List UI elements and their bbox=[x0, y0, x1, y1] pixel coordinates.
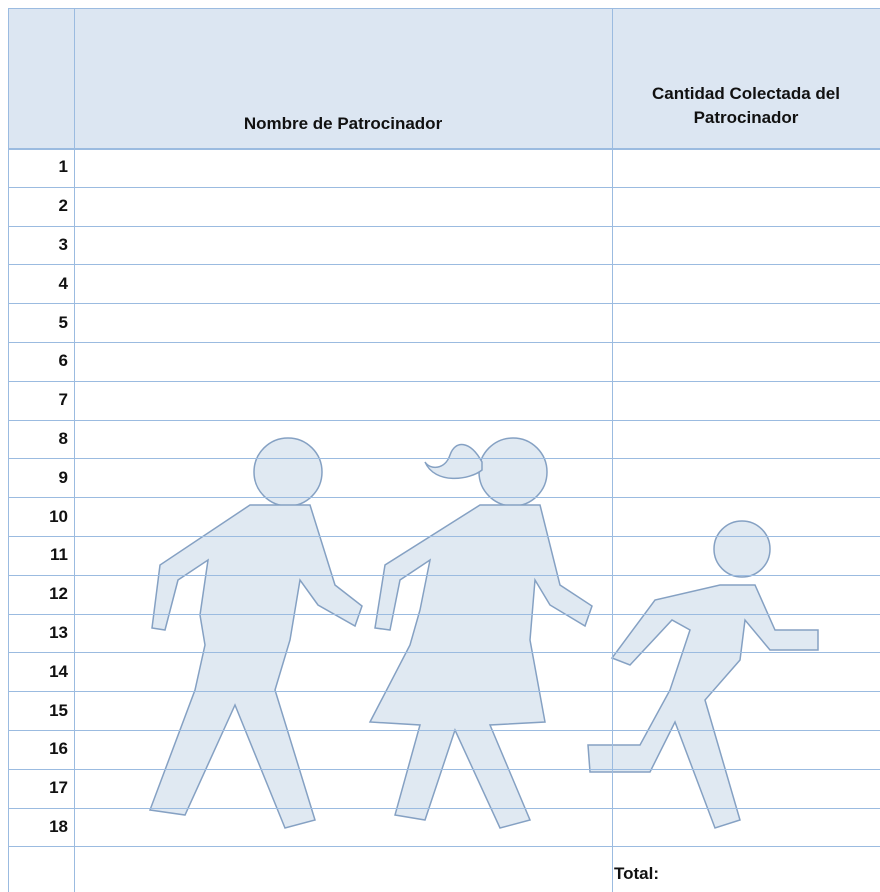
row-line bbox=[8, 574, 880, 576]
row-number: 11 bbox=[50, 545, 68, 565]
row-line bbox=[8, 225, 880, 227]
row-line bbox=[8, 186, 880, 188]
row-number: 14 bbox=[49, 661, 68, 681]
row-line bbox=[8, 380, 880, 382]
row-line bbox=[8, 342, 880, 343]
column-line bbox=[612, 8, 613, 892]
row-line bbox=[8, 148, 880, 150]
row-number: 9 bbox=[58, 467, 68, 487]
row-number: 12 bbox=[49, 584, 68, 604]
row-number: 1 bbox=[58, 157, 68, 177]
row-number: 5 bbox=[58, 312, 68, 332]
column-header: Cantidad Colectada del Patrocinador bbox=[652, 84, 840, 127]
header-band bbox=[8, 8, 880, 148]
column-line bbox=[8, 8, 9, 892]
row-line bbox=[8, 768, 880, 770]
row-line bbox=[8, 691, 880, 693]
row-number: 6 bbox=[58, 351, 68, 371]
row-line bbox=[8, 730, 880, 731]
row-line bbox=[8, 613, 880, 615]
row-number: 17 bbox=[49, 778, 68, 798]
row-number: 8 bbox=[58, 428, 68, 448]
row-number: 15 bbox=[49, 700, 68, 720]
row-line bbox=[8, 497, 880, 499]
row-number: 2 bbox=[58, 196, 68, 216]
row-line bbox=[8, 419, 880, 421]
row-number: 3 bbox=[58, 234, 68, 254]
border-line bbox=[8, 8, 880, 9]
column-line bbox=[74, 8, 75, 892]
row-line bbox=[8, 264, 880, 266]
row-number: 18 bbox=[49, 816, 68, 836]
row-number: 10 bbox=[49, 506, 68, 526]
row-line bbox=[8, 652, 880, 654]
row-line bbox=[8, 807, 880, 809]
row-number: 7 bbox=[58, 390, 68, 410]
row-number: 16 bbox=[49, 739, 68, 759]
column-header: Nombre de Patrocinador bbox=[243, 114, 443, 133]
row-line bbox=[8, 846, 880, 848]
total-label: Total: bbox=[614, 864, 660, 883]
row-line bbox=[8, 458, 880, 460]
row-number: 13 bbox=[49, 622, 68, 642]
row-line bbox=[8, 536, 880, 537]
row-line bbox=[8, 303, 880, 305]
row-number: 4 bbox=[58, 273, 68, 293]
